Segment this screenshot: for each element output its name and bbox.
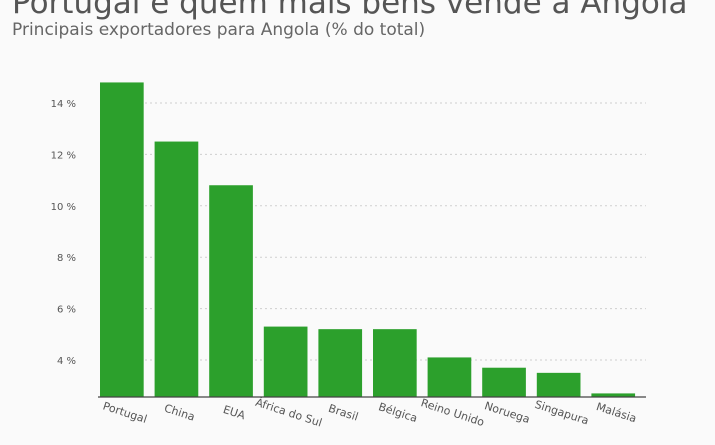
chart-subtitle: Principais exportadores para Angola (% d… bbox=[12, 20, 426, 40]
x-axis-labels: Portugal China EUA África do Sul Brasil Bélgi… bbox=[101, 396, 638, 430]
bar bbox=[427, 357, 472, 397]
x-tick-label: Noruega bbox=[483, 399, 532, 426]
bar bbox=[154, 141, 199, 397]
x-tick-label: Portugal bbox=[101, 399, 148, 425]
x-tick-label: Bélgica bbox=[377, 400, 419, 425]
x-tick-label: África do Sul bbox=[254, 396, 324, 430]
x-tick-label: Reino Unido bbox=[419, 396, 486, 429]
x-tick-label: Singapura bbox=[533, 398, 590, 428]
bar bbox=[318, 329, 363, 397]
bars bbox=[100, 82, 636, 397]
x-tick-label: EUA bbox=[221, 403, 247, 422]
bar bbox=[209, 185, 253, 397]
y-axis-ticks: 4 % 6 % 8 % 10 % 12 % 14 % bbox=[51, 99, 76, 367]
bar bbox=[482, 367, 526, 397]
x-tick-label: Malásia bbox=[595, 400, 639, 425]
x-tick-label: Brasil bbox=[327, 402, 360, 424]
y-tick-label: 14 % bbox=[51, 99, 76, 110]
y-tick-label: 12 % bbox=[51, 150, 76, 161]
bar bbox=[100, 82, 144, 397]
bar bbox=[536, 372, 581, 397]
y-tick-label: 8 % bbox=[57, 253, 76, 264]
bar bbox=[373, 329, 417, 397]
y-tick-label: 4 % bbox=[57, 356, 76, 367]
y-tick-label: 10 % bbox=[51, 202, 76, 213]
bar bbox=[263, 326, 308, 397]
x-tick-label: China bbox=[163, 402, 197, 424]
bar bbox=[591, 393, 636, 397]
y-tick-label: 6 % bbox=[57, 305, 76, 316]
chart-title: Portugal é quem mais bens vende a Angola bbox=[12, 0, 688, 21]
